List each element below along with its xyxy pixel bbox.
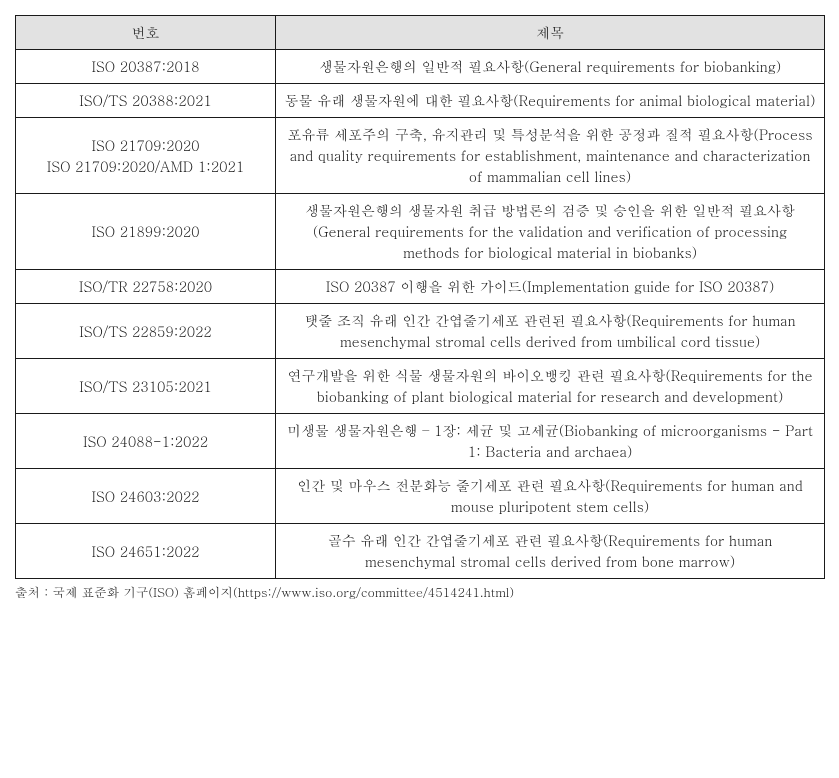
cell-title: ISO 20387 이행을 위한 가이드(Implementation guid… bbox=[276, 270, 825, 304]
table-row: ISO 24088-1:2022 미생물 생물자원은행 – 1장: 세균 및 고… bbox=[16, 414, 825, 469]
cell-number: ISO 21709:2020 ISO 21709:2020/AMD 1:2021 bbox=[16, 118, 276, 194]
table-row: ISO/TS 23105:2021 연구개발을 위한 식물 생물자원의 바이오뱅… bbox=[16, 359, 825, 414]
table-body: ISO 20387:2018 생물자원은행의 일반적 필요사항(General … bbox=[16, 50, 825, 579]
cell-number: ISO 21899:2020 bbox=[16, 194, 276, 270]
document-wrap: 번호 제목 ISO 20387:2018 생물자원은행의 일반적 필요사항(Ge… bbox=[15, 15, 825, 601]
cell-title: 생물자원은행의 일반적 필요사항(General requirements fo… bbox=[276, 50, 825, 84]
col-header-number: 번호 bbox=[16, 16, 276, 50]
cell-title: 동물 유래 생물자원에 대한 필요사항(Requirements for ani… bbox=[276, 84, 825, 118]
cell-title: 골수 유래 인간 간엽줄기세포 관련 필요사항(Requirements for… bbox=[276, 524, 825, 579]
table-row: ISO 24603:2022 인간 및 마우스 전분화능 줄기세포 관련 필요사… bbox=[16, 469, 825, 524]
table-header-row: 번호 제목 bbox=[16, 16, 825, 50]
cell-number: ISO 20387:2018 bbox=[16, 50, 276, 84]
cell-title: 연구개발을 위한 식물 생물자원의 바이오뱅킹 관련 필요사항(Requirem… bbox=[276, 359, 825, 414]
cell-title: 생물자원은행의 생물자원 취급 방법론의 검증 및 승인을 위한 일반적 필요사… bbox=[276, 194, 825, 270]
source-note: 출처 : 국제 표준화 기구(ISO) 홈페이지(https://www.iso… bbox=[15, 583, 825, 601]
table-row: ISO/TS 22859:2022 탯줄 조직 유래 인간 간엽줄기세포 관련된… bbox=[16, 304, 825, 359]
table-row: ISO 20387:2018 생물자원은행의 일반적 필요사항(General … bbox=[16, 50, 825, 84]
table-row: ISO 21899:2020 생물자원은행의 생물자원 취급 방법론의 검증 및… bbox=[16, 194, 825, 270]
col-header-title: 제목 bbox=[276, 16, 825, 50]
table-row: ISO/TS 20388:2021 동물 유래 생물자원에 대한 필요사항(Re… bbox=[16, 84, 825, 118]
cell-title: 미생물 생물자원은행 – 1장: 세균 및 고세균(Biobanking of … bbox=[276, 414, 825, 469]
cell-number: ISO 24088-1:2022 bbox=[16, 414, 276, 469]
cell-number: ISO/TS 20388:2021 bbox=[16, 84, 276, 118]
cell-title: 인간 및 마우스 전분화능 줄기세포 관련 필요사항(Requirements … bbox=[276, 469, 825, 524]
table-row: ISO 21709:2020 ISO 21709:2020/AMD 1:2021… bbox=[16, 118, 825, 194]
cell-title: 탯줄 조직 유래 인간 간엽줄기세포 관련된 필요사항(Requirements… bbox=[276, 304, 825, 359]
cell-number: ISO/TS 23105:2021 bbox=[16, 359, 276, 414]
table-row: ISO 24651:2022 골수 유래 인간 간엽줄기세포 관련 필요사항(R… bbox=[16, 524, 825, 579]
cell-number: ISO/TR 22758:2020 bbox=[16, 270, 276, 304]
cell-number: ISO/TS 22859:2022 bbox=[16, 304, 276, 359]
iso-standards-table: 번호 제목 ISO 20387:2018 생물자원은행의 일반적 필요사항(Ge… bbox=[15, 15, 825, 579]
table-row: ISO/TR 22758:2020 ISO 20387 이행을 위한 가이드(I… bbox=[16, 270, 825, 304]
cell-number: ISO 24603:2022 bbox=[16, 469, 276, 524]
cell-title: 포유류 세포주의 구축, 유지관리 및 특성분석을 위한 공정과 질적 필요사항… bbox=[276, 118, 825, 194]
cell-number: ISO 24651:2022 bbox=[16, 524, 276, 579]
